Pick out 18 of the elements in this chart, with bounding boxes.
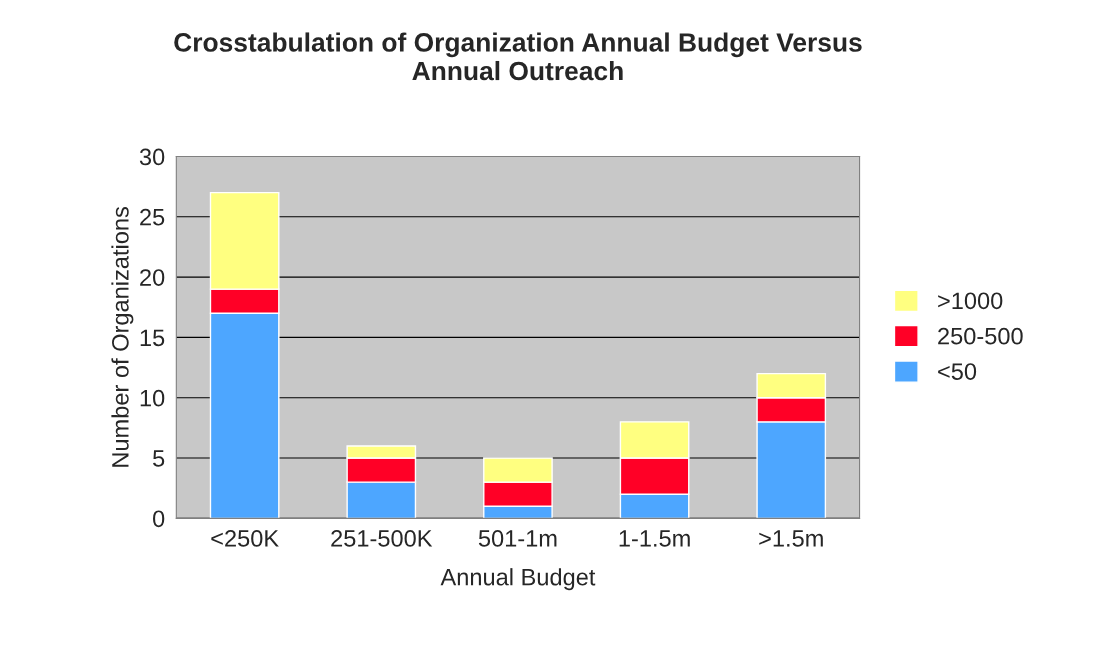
x-axis-title: Annual Budget [440,568,596,591]
x-tick-label: 501-1m [478,530,557,547]
legend-label: >1000 [938,292,1003,310]
x-tick-label: >1.5m [759,530,823,547]
y-axis-title: Number of Organizations [111,207,134,467]
y-tick-label: 10 [140,389,165,407]
chart-title: Crosstabulation of Organization Annual Budget Versus Annual Outreach [174,32,862,81]
y-tick-label: 20 [140,269,165,286]
legend-label: <50 [938,363,977,380]
y-tick-label: 15 [140,329,165,347]
x-tick-label: 1-1.5m [619,530,690,547]
legend-label: 250-500 [938,327,1023,345]
y-tick-label: 30 [139,148,165,166]
x-tick-label: <250K [211,530,279,547]
y-tick-label: 25 [140,208,165,226]
x-tick-label: 251-500K [331,530,433,547]
y-tick-label: 5 [153,450,165,467]
y-tick-label: 0 [153,510,165,528]
